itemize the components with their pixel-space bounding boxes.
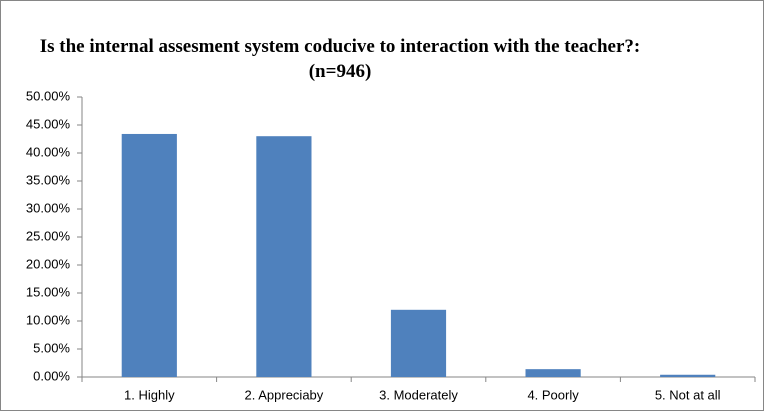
bar [660, 374, 716, 377]
x-tick-label: 4. Poorly [527, 387, 579, 402]
y-tick-label: 45.00% [26, 116, 71, 131]
y-tick-label: 35.00% [26, 172, 71, 187]
x-tick-label: 2. Appreciaby [245, 387, 324, 402]
y-tick-label: 50.00% [26, 88, 71, 103]
bar [121, 133, 177, 377]
y-tick-label: 0.00% [33, 368, 70, 383]
y-tick-label: 20.00% [26, 256, 71, 271]
bar [525, 369, 581, 377]
y-tick-label: 40.00% [26, 144, 71, 159]
y-tick-label: 5.00% [33, 340, 70, 355]
y-tick-label: 30.00% [26, 200, 71, 215]
x-tick-label: 3. Moderately [379, 387, 458, 402]
y-tick-label: 10.00% [26, 312, 71, 327]
chart-title: Is the internal assesment system coduciv… [39, 36, 641, 82]
bar [390, 309, 447, 377]
y-tick-label: 25.00% [26, 228, 71, 243]
x-tick-label: 1. Highly [124, 387, 175, 402]
y-tick-label: 15.00% [26, 284, 71, 299]
bar [256, 136, 312, 377]
x-tick-label: 5. Not at all [655, 387, 721, 402]
